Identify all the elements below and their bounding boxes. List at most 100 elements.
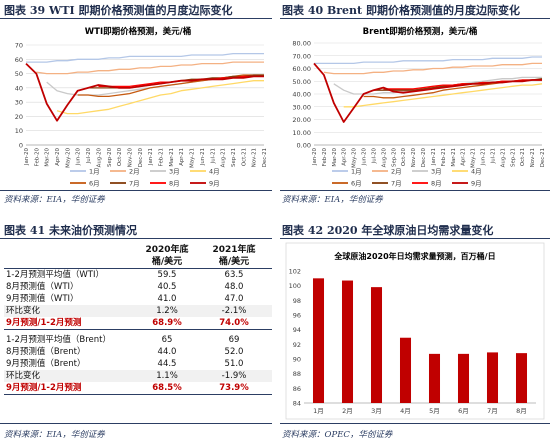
series-line (36, 61, 264, 75)
x-tick-label: Feb-21 (159, 148, 165, 166)
y-tick-label: 70 (15, 42, 23, 50)
legend-label: 3月 (431, 168, 442, 176)
x-tick-label: 7月 (487, 407, 498, 415)
fig42-source: 资料来源：OPEC，华创证券 (282, 430, 393, 440)
x-tick-label: Apr-20 (342, 147, 348, 165)
x-tick-label: Dec-21 (262, 148, 268, 167)
y-tick-label: 96 (293, 312, 301, 320)
legend-label: 3月 (169, 168, 180, 176)
x-tick-label: Nov-21 (530, 148, 536, 167)
y-tick-label: 98 (293, 297, 301, 305)
table-cell: 44.5 (157, 359, 177, 369)
x-tick-label: Feb-20 (322, 147, 328, 166)
y-tick-label: 40.00 (292, 91, 311, 99)
x-tick-label: Oct-20 (401, 147, 407, 166)
x-tick-label: Feb-20 (34, 147, 40, 166)
y-tick-label: 40 (15, 84, 23, 92)
table-row-label: 1-2月预测平均值（WTI） (6, 270, 104, 280)
fig42-bottom-rule (280, 423, 550, 424)
fig39-bottom-rule (0, 190, 272, 191)
y-tick-label: 100 (289, 282, 301, 290)
table-row-label: 8月预测值（WTI） (6, 282, 79, 292)
legend-label: 9月 (471, 180, 482, 188)
x-tick-label: Dec-21 (540, 148, 546, 167)
table-cell: 40.5 (157, 282, 177, 292)
y-tick-label: 10.00 (292, 129, 311, 137)
x-tick-label: Mar-20 (332, 147, 338, 166)
x-tick-label: Mar-20 (45, 147, 51, 166)
x-tick-label: Dec-20 (138, 147, 144, 167)
x-tick-label: 6月 (458, 407, 469, 415)
bar (312, 278, 325, 403)
fig41-source: 资料来源：EIA，华创证券 (4, 430, 105, 440)
bar (399, 337, 412, 403)
series-line (343, 83, 543, 108)
x-tick-label: Aug-21 (221, 148, 227, 167)
fig41-rule (0, 238, 272, 239)
table-row: 8月预测值（Brent） 44.0 52.0 (4, 346, 272, 358)
table-cell: 48.0 (224, 282, 244, 292)
x-tick-label: Aug-20 (381, 147, 387, 167)
legend-label: 7月 (391, 180, 402, 188)
table-row-label: 8月预测值（Brent） (6, 347, 86, 357)
x-tick-label: Sep-20 (391, 147, 397, 167)
legend-label: 4月 (209, 168, 220, 176)
fig42-title: 图表 42 2020 年全球原油日均需求量变化 (282, 224, 494, 237)
x-tick-label: 4月 (400, 407, 411, 415)
fig39-title: 图表 39 WTI 即期价格预测值的月度边际变化 (4, 4, 233, 17)
table-col2-header-b: 桶/美元 (218, 257, 250, 267)
table-cell: 63.5 (224, 270, 244, 280)
x-tick-label: Oct-21 (520, 148, 526, 166)
legend-label: 8月 (431, 180, 442, 188)
table-cell: 44.0 (157, 347, 177, 357)
x-tick-label: Jan-21 (148, 148, 154, 166)
table-row-label: 1-2月预测平均值（Brent） (6, 335, 111, 345)
x-tick-label: Jul-20 (86, 147, 92, 164)
legend-label: 6月 (351, 180, 362, 188)
table-cell: 65 (161, 335, 173, 345)
x-tick-label: Sep-21 (510, 148, 516, 167)
x-tick-label: Feb-21 (441, 148, 447, 166)
x-tick-label: 3月 (371, 407, 382, 415)
table-cell: -1.9% (221, 371, 247, 381)
x-tick-label: Aug-21 (500, 148, 506, 167)
y-tick-label: 30.00 (292, 103, 311, 111)
legend-label: 1月 (351, 168, 362, 176)
y-tick-label: 90 (293, 356, 301, 364)
x-tick-label: Jul-21 (210, 148, 216, 164)
x-tick-label: May-21 (471, 148, 477, 168)
table-col2-header-a: 2021年底 (212, 245, 256, 255)
series-line (26, 52, 264, 63)
x-tick-label: Sep-20 (107, 147, 113, 167)
x-tick-label: Oct-21 (241, 148, 247, 166)
legend-label: 6月 (89, 180, 100, 188)
x-tick-label: Dec-20 (421, 147, 427, 167)
y-tick-label: 60.00 (292, 65, 311, 73)
x-tick-label: May-21 (190, 148, 196, 168)
y-tick-label: 50 (15, 70, 23, 78)
x-tick-label: Apr-21 (461, 148, 467, 166)
legend-label: 8月 (169, 180, 180, 188)
fig40-bottom-rule (280, 190, 550, 191)
y-tick-label: 94 (293, 326, 301, 334)
x-tick-label: May-20 (65, 147, 71, 167)
table-cell: 51.0 (224, 359, 244, 369)
y-tick-label: 88 (293, 370, 301, 378)
table-cell: 68.9% (152, 318, 182, 328)
x-tick-label: Sep-21 (231, 148, 237, 167)
table-row: 8月预测值（WTI） 40.5 48.0 (4, 281, 272, 293)
x-tick-label: Jun-20 (76, 147, 82, 166)
x-tick-label: Mar-21 (451, 148, 457, 167)
fig42-rule (280, 238, 550, 239)
x-tick-label: Apr-20 (55, 147, 61, 165)
brent-forecast-chart: Brent即期价格预测，美元/桶 0.00 10.00 20.00 30.00 40.00… (292, 26, 546, 188)
fig41-bottom-rule (0, 423, 272, 424)
table-row-label: 9月预测/1-2月预测 (6, 318, 82, 328)
table-row-label: 9月预测/1-2月预测 (6, 383, 82, 393)
x-tick-label: Mar-21 (169, 148, 175, 167)
x-tick-label: Nov-21 (252, 148, 258, 167)
table-header-row-2: 桶/美元 桶/美元 (4, 256, 272, 268)
y-tick-label: 84 (293, 400, 301, 408)
table-col1-header-a: 2020年底 (145, 245, 189, 255)
series-line (323, 62, 542, 75)
